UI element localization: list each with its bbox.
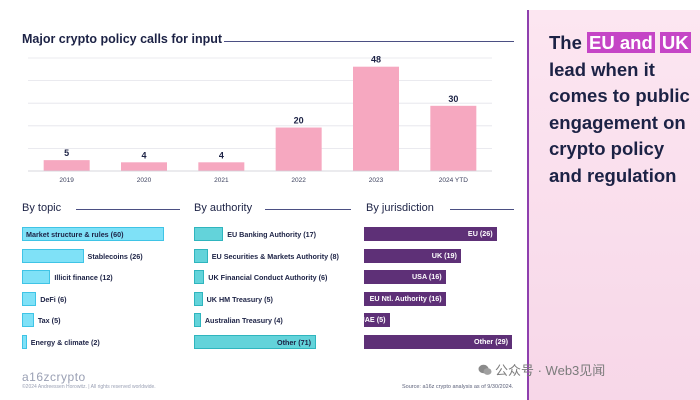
hbar: Tax (5) [22,313,60,327]
jurisdiction-section-title: By jurisdiction [366,202,434,214]
bar [430,105,477,171]
hbar: EU Ntl. Authority (16) [364,291,446,306]
bar-label: DeFi (6) [40,294,67,304]
tick-label: 2020 [137,177,152,184]
hbar: EU (26) [364,227,497,241]
hbar: EU Banking Authority (17) [194,227,316,241]
bar-label: UK Financial Conduct Authority (6) [208,273,328,282]
headline-pre: The [549,32,588,53]
tick-label: 2019 [59,177,74,184]
footer-source: Source: a16z crypto analysis as of 9/30/… [402,384,514,390]
topic-section-title: By topic [22,202,62,214]
bar-label: Other (29) [474,336,508,346]
headline-highlight-uk: UK [659,32,691,53]
hbar: Australian Treasury (4) [194,313,283,327]
data-label: 5 [64,148,69,158]
chart-title: Major crypto policy calls for input [22,32,223,46]
data-label: 30 [448,94,458,104]
bar-label: UAE (5) [359,315,386,324]
bar [353,66,399,171]
hbar: UAE (5) [360,313,390,327]
data-label: 20 [294,116,304,126]
headline: The EU and UK lead when it comes to publ… [549,30,699,189]
hbar: Other (29) [364,334,512,349]
watermark: 公众号 · Web3见闻 [478,360,605,379]
authority-section-title: By authority [194,202,253,214]
hbar: EU Securities & Markets Authority (8) [194,248,339,263]
hbar: Stablecoins (26) [22,248,143,263]
hbar: UK HM Treasury (5) [194,291,273,306]
jurisdiction-section-rule [450,209,514,210]
authority-section-rule [265,209,351,210]
bar-label: Tax (5) [37,316,61,325]
wechat-icon [478,364,492,375]
bar-label: USA (16) [411,272,442,281]
column-chart: 5 2019 4 2020 4 2021 20 2022 48 2023 30 2024 YTD [28,55,492,184]
data-label: 4 [219,150,224,160]
bar [275,127,322,171]
hbar: DeFi (6) [22,291,67,306]
bar [43,160,90,171]
title-rule [224,41,514,42]
bar-label: Energy & climate (2) [30,337,100,347]
bar [198,162,245,171]
data-label: 48 [371,55,381,65]
bar-label: EU Securities & Markets Authority (8) [211,251,339,261]
bar-label: Illicit finance (12) [54,273,113,282]
bar [121,162,167,171]
data-label: 4 [141,150,146,160]
bar-label: EU (26) [467,229,493,238]
bar-label: Market structure & rules (60) [26,230,124,239]
hbar: Energy & climate (2) [22,334,100,349]
bar-label: UK (19) [431,250,457,260]
topic-section-rule [76,209,180,210]
bar-label: EU Banking Authority (17) [227,230,316,239]
tick-label: 2023 [369,177,384,184]
hbar: UK Financial Conduct Authority (6) [194,270,327,284]
bar-label: Australian Treasury (4) [204,316,283,325]
tick-label: 2021 [214,177,229,184]
footer-copyright: ©2024 Andreessen Horowitz. | All rights … [22,384,156,390]
bar-label: Stablecoins (26) [87,251,143,261]
bar-label: Other (71) [277,337,311,347]
hbar: Other (71) [194,334,316,349]
headline-highlight-eu: EU and [587,32,655,53]
hbar: Illicit finance (12) [22,270,113,284]
hbar: USA (16) [364,270,446,284]
headline-panel: The EU and UK lead when it comes to publ… [527,10,700,400]
hbar: UK (19) [364,248,461,263]
bar-label: EU Ntl. Authority (16) [369,293,442,303]
watermark-text: 公众号 · Web3见闻 [495,363,606,378]
tick-label: 2024 YTD [439,177,468,184]
tick-label: 2022 [291,177,306,184]
footer-logo: a16zcrypto [22,370,86,384]
headline-post: lead when it comes to public engagement … [549,58,690,186]
hbar: Market structure & rules (60) [22,227,164,241]
bar-label: UK HM Treasury (5) [206,294,273,304]
